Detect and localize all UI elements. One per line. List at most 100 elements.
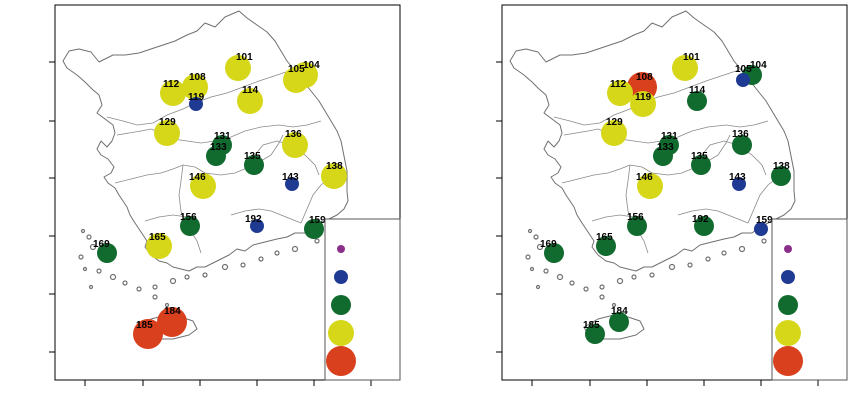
station-label: 156 bbox=[627, 212, 644, 223]
legend-swatch-blue bbox=[781, 270, 795, 284]
station-marker bbox=[630, 91, 656, 117]
province-boundary bbox=[625, 164, 649, 254]
island-outline bbox=[221, 263, 229, 271]
island-outline bbox=[721, 250, 727, 256]
station-label: 133 bbox=[657, 142, 674, 153]
station-label: 108 bbox=[189, 72, 206, 83]
province-boundary bbox=[563, 120, 769, 144]
legend-swatch-green bbox=[331, 295, 351, 315]
island-outline bbox=[535, 284, 541, 290]
station-marker bbox=[244, 155, 264, 175]
station-marker bbox=[250, 219, 264, 233]
peninsula-outline bbox=[62, 10, 349, 272]
province-boundary bbox=[116, 120, 322, 144]
station-marker bbox=[182, 74, 208, 100]
station-label: 129 bbox=[159, 117, 176, 128]
station-label: 133 bbox=[210, 142, 227, 153]
station-label: 185 bbox=[583, 320, 600, 331]
station-label: 143 bbox=[282, 172, 299, 183]
island-outline bbox=[96, 268, 102, 274]
station-marker bbox=[694, 216, 714, 236]
island-outline bbox=[761, 238, 767, 244]
station-label: 169 bbox=[93, 239, 110, 250]
peninsula-outline bbox=[509, 10, 796, 272]
station-label: 101 bbox=[236, 52, 253, 63]
station-label: 165 bbox=[596, 232, 613, 243]
station-marker bbox=[282, 132, 308, 158]
station-marker bbox=[180, 216, 200, 236]
island-outline bbox=[611, 302, 617, 308]
island-outline bbox=[89, 243, 97, 251]
station-marker bbox=[754, 222, 768, 236]
station-marker bbox=[237, 88, 263, 114]
island-outline bbox=[80, 228, 86, 234]
station-label: 159 bbox=[756, 215, 773, 226]
station-marker bbox=[637, 173, 663, 199]
province-boundary bbox=[178, 164, 202, 254]
province-boundary bbox=[230, 208, 302, 224]
station-marker bbox=[190, 173, 216, 199]
station-label: 169 bbox=[540, 239, 557, 250]
station-marker bbox=[133, 319, 163, 349]
station-label: 131 bbox=[661, 131, 678, 142]
station-label: 135 bbox=[691, 151, 708, 162]
station-label: 136 bbox=[732, 129, 749, 140]
station-marker bbox=[596, 236, 616, 256]
legend-swatch-yellow bbox=[775, 320, 801, 346]
province-boundary bbox=[114, 164, 206, 184]
station-marker bbox=[154, 120, 180, 146]
island-outline bbox=[169, 277, 177, 285]
island-outline bbox=[258, 256, 264, 262]
station-label: 184 bbox=[611, 306, 628, 317]
station-marker bbox=[736, 73, 750, 87]
station-marker bbox=[691, 155, 711, 175]
station-label: 156 bbox=[180, 212, 197, 223]
province-boundary bbox=[561, 164, 653, 184]
station-marker bbox=[321, 163, 347, 189]
island-outline bbox=[291, 245, 299, 253]
station-marker bbox=[771, 166, 791, 186]
island-outline bbox=[529, 266, 535, 272]
station-marker bbox=[672, 55, 698, 81]
station-marker bbox=[607, 80, 633, 106]
station-label: 136 bbox=[285, 129, 302, 140]
island-outline bbox=[616, 277, 624, 285]
island-outline bbox=[705, 256, 711, 262]
station-label: 138 bbox=[326, 161, 343, 172]
island-outline bbox=[583, 286, 589, 292]
island-outline bbox=[82, 266, 88, 272]
station-label: 184 bbox=[164, 306, 181, 317]
station-marker bbox=[304, 219, 324, 239]
station-label: 105 bbox=[288, 64, 305, 75]
legend-swatch-purple bbox=[337, 245, 345, 253]
island-outline bbox=[738, 245, 746, 253]
island-outline bbox=[556, 273, 564, 281]
legend-swatch-red bbox=[773, 346, 803, 376]
station-marker bbox=[283, 67, 309, 93]
island-outline bbox=[543, 268, 549, 274]
station-marker bbox=[627, 216, 647, 236]
station-label: 101 bbox=[683, 52, 700, 63]
island-outline bbox=[599, 284, 605, 290]
island-outline bbox=[649, 272, 655, 278]
station-marker bbox=[285, 177, 299, 191]
island-outline bbox=[668, 263, 676, 271]
legend-swatch-blue bbox=[334, 270, 348, 284]
island-outline bbox=[599, 294, 605, 300]
station-label: 104 bbox=[750, 60, 767, 71]
station-marker bbox=[206, 146, 226, 166]
island-outline bbox=[202, 272, 208, 278]
station-label: 114 bbox=[689, 85, 706, 96]
island-outline bbox=[88, 284, 94, 290]
island-outline bbox=[152, 294, 158, 300]
island-outline bbox=[78, 254, 84, 260]
island-outline bbox=[152, 284, 158, 290]
station-label: 165 bbox=[149, 232, 166, 243]
station-marker bbox=[653, 146, 673, 166]
province-boundary bbox=[677, 208, 749, 224]
island-outline bbox=[687, 262, 693, 268]
island-outline bbox=[136, 286, 142, 292]
station-label: 138 bbox=[773, 161, 790, 172]
